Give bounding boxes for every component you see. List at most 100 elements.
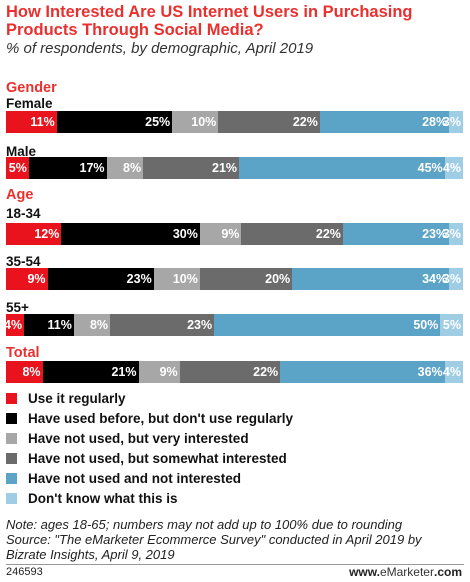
data-label: 25% — [145, 115, 171, 129]
legend-item: Have used before, but don't use regularl… — [6, 408, 461, 428]
data-label: 8% — [89, 318, 109, 332]
bar-segment: 23% — [47, 268, 154, 290]
data-label: 4% — [442, 161, 461, 175]
row-label: 55+ — [6, 300, 29, 315]
bar-segment: 22% — [218, 111, 320, 133]
bar-segment: 22% — [241, 223, 343, 245]
legend: Use it regularly Have used before, but do… — [6, 388, 461, 508]
data-label: 20% — [265, 272, 291, 286]
data-label: 4% — [4, 318, 23, 332]
legend-label: Have used before, but don't use regularl… — [28, 410, 294, 426]
data-label: 5% — [442, 318, 461, 332]
stacked-bar: 9% 23% 10% 20% 34% 3% — [6, 268, 463, 290]
bar-segment: 9% — [6, 268, 48, 290]
legend-swatch — [6, 412, 17, 424]
bar-segment: 4% — [442, 361, 463, 383]
data-label: 23% — [126, 272, 152, 286]
bar-segment: 28% — [319, 111, 450, 133]
data-label: 11% — [47, 318, 72, 332]
data-label: 3% — [442, 272, 461, 286]
legend-item: Have not used, but somewhat interested — [6, 448, 461, 468]
chart-id: 246593 — [6, 566, 43, 578]
data-label: 9% — [27, 272, 46, 286]
row-label: 18-34 — [6, 206, 41, 221]
bar-segment: 25% — [56, 111, 173, 133]
bar-segment: 10% — [153, 268, 200, 290]
legend-swatch — [6, 492, 17, 504]
data-label: 3% — [442, 227, 461, 241]
bar-segment: 21% — [143, 157, 240, 179]
bar-segment: 30% — [61, 223, 200, 245]
data-label: 36% — [417, 365, 443, 379]
brand-name: eMarketer — [379, 565, 434, 579]
data-label: 8% — [22, 365, 41, 379]
bar-segment: 3% — [443, 111, 463, 133]
footnote: Note: ages 18-65; numbers may not add up… — [6, 517, 464, 562]
bar-segment: 8% — [73, 314, 111, 336]
data-label: 23% — [422, 227, 448, 241]
bar-segment: 23% — [342, 223, 450, 245]
bar-segment: 11% — [6, 111, 57, 133]
stacked-bar: 11% 25% 10% 22% 28% 3% — [6, 111, 463, 133]
bar-segment: 23% — [110, 314, 215, 336]
bar-segment: 8% — [6, 361, 43, 383]
bar-segment: 9% — [199, 223, 242, 245]
bar-segment: 22% — [179, 361, 281, 383]
bar-segment: 4% — [442, 157, 463, 179]
data-label: 45% — [417, 161, 443, 175]
stacked-bar: 5% 17% 8% 21% 45% 4% — [6, 157, 463, 179]
bar-segment: 3% — [443, 223, 463, 245]
brand-logo: www.eMarketer.com — [349, 565, 462, 579]
legend-label: Have not used, but very interested — [28, 430, 249, 446]
data-label: 22% — [292, 115, 318, 129]
bar-segment: 4% — [4, 314, 25, 336]
bar-segment: 21% — [42, 361, 139, 383]
brand-suffix: .com — [433, 565, 462, 579]
data-label: 21% — [212, 161, 238, 175]
bar-segment: 45% — [239, 157, 445, 179]
legend-label: Have not used, but somewhat interested — [28, 450, 287, 466]
data-label: 9% — [159, 365, 178, 379]
legend-item: Don't know what this is — [6, 488, 461, 508]
chart-title: How Interested Are US Internet Users in … — [6, 3, 413, 39]
data-label: 10% — [191, 115, 217, 129]
data-label: 3% — [442, 115, 461, 129]
divider — [6, 564, 464, 565]
row-label: Female — [6, 96, 53, 111]
bar-segment: 9% — [138, 361, 180, 383]
data-label: 50% — [413, 318, 439, 332]
footnote-line: Source: "The eMarketer Ecommerce Survey"… — [6, 532, 422, 562]
legend-swatch — [6, 432, 17, 444]
row-label: Male — [6, 144, 37, 159]
bar-segment: 12% — [6, 223, 62, 245]
data-label: 34% — [422, 272, 448, 286]
data-label: 22% — [253, 365, 279, 379]
bar-segment: 3% — [443, 268, 463, 290]
group-label-total: Total — [6, 345, 40, 361]
chart-subtitle: % of respondents, by demographic, April … — [6, 40, 314, 57]
bar-segment: 5% — [6, 157, 29, 179]
stacked-bar: 12% 30% 9% 22% 23% 3% — [6, 223, 463, 245]
bar-segment: 11% — [24, 314, 74, 336]
data-label: 12% — [34, 227, 60, 241]
data-label: 8% — [123, 161, 142, 175]
legend-swatch — [6, 452, 17, 464]
legend-item: Use it regularly — [6, 388, 461, 408]
data-label: 17% — [79, 161, 105, 175]
bar-segment: 8% — [106, 157, 144, 179]
legend-label: Have not used and not interested — [28, 470, 242, 486]
bar-segment: 50% — [214, 314, 441, 336]
bar-segment: 5% — [440, 314, 463, 336]
brand-prefix: www. — [349, 565, 380, 579]
legend-label: Use it regularly — [28, 390, 126, 406]
legend-swatch — [6, 392, 17, 404]
legend-swatch — [6, 472, 17, 484]
data-label: 11% — [30, 115, 55, 129]
data-label: 23% — [187, 318, 213, 332]
footnote-line: Note: ages 18-65; numbers may not add up… — [6, 517, 403, 532]
legend-label: Don't know what this is — [28, 490, 178, 506]
group-label-gender: Gender — [6, 80, 57, 96]
bar-segment: 20% — [199, 268, 293, 290]
stacked-bar: 4% 11% 8% 23% 50% 5% — [4, 314, 463, 336]
data-label: 4% — [442, 365, 461, 379]
